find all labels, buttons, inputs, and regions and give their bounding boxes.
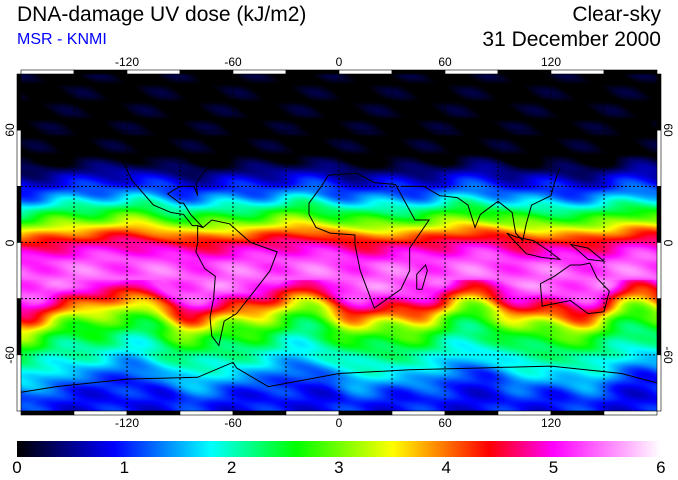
data-source-label: MSR - KNMI xyxy=(17,31,107,48)
colorbar-tick-label: 5 xyxy=(548,458,559,477)
lat-tick-label-left: -60 xyxy=(3,346,17,364)
frame-band-right xyxy=(656,73,662,131)
coastline-australia xyxy=(539,262,610,315)
frame-band-top xyxy=(391,69,446,75)
frame-band-right xyxy=(656,186,662,243)
frame-band-left xyxy=(16,354,22,412)
frame-band-top xyxy=(285,69,340,75)
frame-band-top xyxy=(73,69,128,75)
colorbar-tick-label: 6 xyxy=(656,458,666,477)
lon-tick-label-top: 60 xyxy=(438,55,452,69)
colorbar-tick-label: 3 xyxy=(334,458,344,477)
lon-tick-label-top: 0 xyxy=(335,55,343,69)
frame-band-top xyxy=(603,69,658,75)
lat-tick-label-right: 0 xyxy=(661,239,675,246)
frame-band-bottom xyxy=(391,410,446,416)
frame-band-right xyxy=(656,129,662,187)
colorbar-tick-label: 4 xyxy=(441,458,451,477)
frame-band-bottom xyxy=(444,410,499,416)
frame-band-top xyxy=(232,69,287,75)
frame-band-bottom xyxy=(550,410,605,416)
lon-tick-label-bottom: 120 xyxy=(540,416,562,430)
frame-band-bottom xyxy=(20,410,75,416)
coastline-madagascar xyxy=(416,264,428,290)
frame-band-bottom xyxy=(126,410,181,416)
colorbar-tick-label: 1 xyxy=(119,458,130,477)
lon-tick-label-bottom: 0 xyxy=(335,416,343,430)
frame-band-right xyxy=(656,354,662,412)
frame-band-bottom xyxy=(603,410,658,416)
frame-band-bottom xyxy=(338,410,393,416)
frame-band-top xyxy=(20,69,75,75)
frame-band-right xyxy=(656,242,662,299)
map-overlay xyxy=(16,69,662,416)
frame-band-left xyxy=(16,298,22,356)
frame-band-top xyxy=(497,69,552,75)
lon-tick-label-bottom: -60 xyxy=(224,416,242,430)
lon-tick-label-top: 120 xyxy=(540,55,562,69)
coastline-asia-south xyxy=(400,167,561,242)
sky-condition-label: Clear-sky xyxy=(572,3,661,26)
lat-tick-label-left: 0 xyxy=(3,239,17,246)
coastline-indonesia xyxy=(506,232,562,261)
lon-tick-label-bottom: -120 xyxy=(114,416,140,430)
frame-band-bottom xyxy=(179,410,234,416)
coastline-south-america xyxy=(195,219,278,347)
coastline-africa xyxy=(308,172,431,309)
frame-band-top xyxy=(550,69,605,75)
lon-tick-label-bottom: 60 xyxy=(438,416,452,430)
frame-band-top xyxy=(444,69,499,75)
lat-tick-label-right: -60 xyxy=(661,346,675,364)
map-title: DNA-damage UV dose (kJ/m2) xyxy=(17,3,307,26)
frame-band-bottom xyxy=(232,410,287,416)
frame-band-top xyxy=(338,69,393,75)
coastline-north-america xyxy=(117,144,243,228)
frame-band-left xyxy=(16,73,22,131)
colorbar-tick-label: 0 xyxy=(12,458,22,477)
frame-band-bottom xyxy=(497,410,552,416)
frame-band-top xyxy=(126,69,181,75)
frame-band-top xyxy=(179,69,234,75)
lon-tick-label-top: -120 xyxy=(114,55,140,69)
frame-band-bottom xyxy=(285,410,340,416)
frame-band-bottom xyxy=(73,410,128,416)
coastline-new-guinea xyxy=(570,243,606,262)
frame-band-left xyxy=(16,186,22,243)
lon-tick-label-top: -60 xyxy=(224,55,242,69)
colorbar-tick-label: 2 xyxy=(226,458,237,477)
frame-band-left xyxy=(16,242,22,299)
date-label: 31 December 2000 xyxy=(482,28,661,51)
lat-tick-label-left: 60 xyxy=(3,123,17,137)
colorbar xyxy=(17,441,661,457)
lat-tick-label-right: 60 xyxy=(661,123,675,137)
frame-band-left xyxy=(16,129,22,187)
